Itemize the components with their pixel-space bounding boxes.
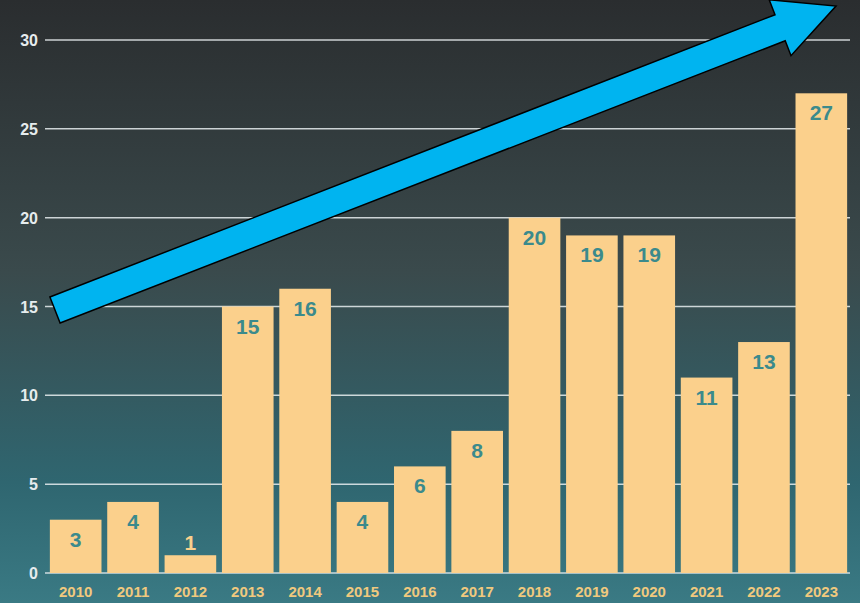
- x-tick-label: 2010: [59, 583, 92, 600]
- bar: [279, 289, 331, 573]
- data-label: 16: [293, 297, 316, 320]
- bar: [566, 235, 618, 573]
- x-tick-label: 2019: [575, 583, 608, 600]
- data-label: 15: [236, 315, 260, 338]
- bar: [623, 235, 675, 573]
- data-label: 19: [580, 243, 603, 266]
- y-tick-label: 30: [20, 32, 38, 49]
- data-label: 8: [471, 439, 483, 462]
- bar: [738, 342, 790, 573]
- bar: [222, 307, 274, 574]
- x-tick-label: 2016: [403, 583, 436, 600]
- y-tick-label: 5: [29, 476, 38, 493]
- y-tick-label: 25: [20, 121, 38, 138]
- background: [0, 0, 860, 603]
- x-tick-label: 2012: [174, 583, 207, 600]
- grid-line: [45, 128, 850, 130]
- x-tick-label: 2022: [747, 583, 780, 600]
- bar: [165, 555, 217, 573]
- bar: [451, 431, 503, 573]
- bar: [509, 218, 561, 573]
- data-label: 13: [752, 350, 775, 373]
- x-tick-label: 2018: [518, 583, 551, 600]
- data-label: 11: [696, 386, 719, 409]
- x-tick-label: 2011: [117, 583, 150, 600]
- y-tick-label: 10: [20, 387, 38, 404]
- y-tick-label: 20: [20, 210, 38, 227]
- x-tick-label: 2015: [346, 583, 379, 600]
- x-tick-label: 2014: [288, 583, 322, 600]
- trend-arrow: [50, 0, 836, 323]
- grid-line: [45, 217, 850, 219]
- x-tick-label: 2021: [690, 583, 723, 600]
- bar: [681, 378, 733, 573]
- bar: [394, 466, 446, 573]
- data-label: 1: [185, 531, 197, 554]
- y-tick-label: 15: [20, 299, 38, 316]
- data-label: 3: [70, 528, 82, 551]
- x-tick-label: 2020: [633, 583, 666, 600]
- y-tick-label: 0: [29, 565, 38, 582]
- data-label: 20: [523, 226, 546, 249]
- data-label: 19: [638, 243, 661, 266]
- bar: [337, 502, 389, 573]
- bar: [107, 502, 159, 573]
- chart-container: 0510152025303411516468201919111327201020…: [0, 0, 860, 603]
- x-tick-label: 2013: [231, 583, 264, 600]
- grid: [45, 40, 850, 573]
- x-tick-label: 2017: [460, 583, 493, 600]
- grid-line: [45, 306, 850, 308]
- chart-svg: 0510152025303411516468201919111327201020…: [0, 0, 860, 603]
- data-label: 27: [810, 101, 833, 124]
- bar: [796, 93, 848, 573]
- bar: [50, 520, 102, 573]
- data-label: 4: [357, 510, 369, 533]
- data-label: 4: [127, 510, 139, 533]
- data-label: 6: [414, 474, 426, 497]
- x-tick-label: 2023: [805, 583, 838, 600]
